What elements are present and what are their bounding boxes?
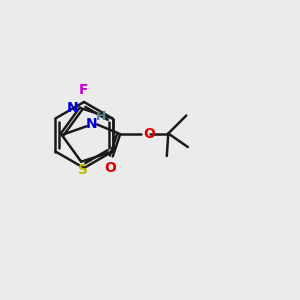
Text: O: O [144, 127, 156, 140]
Text: N: N [86, 118, 98, 131]
Text: F: F [79, 82, 89, 97]
Text: S: S [78, 163, 88, 177]
Text: H: H [96, 110, 106, 124]
Text: O: O [104, 160, 116, 175]
Text: N: N [67, 101, 78, 115]
